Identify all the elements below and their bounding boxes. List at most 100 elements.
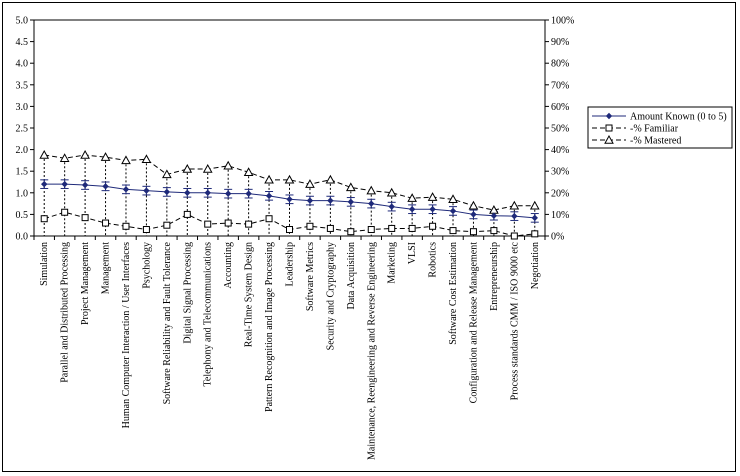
point-mastered xyxy=(529,200,540,210)
point-familiar xyxy=(429,222,437,230)
y-right-tick-label: 70% xyxy=(551,80,569,91)
legend: Amount Known (0 to 5)-% Familiar-% Maste… xyxy=(587,106,733,149)
point-amount-known xyxy=(163,188,171,196)
legend-label: -% Familiar xyxy=(630,124,679,135)
category-label: Negotiation xyxy=(530,242,541,289)
category-label: Management xyxy=(101,242,112,294)
y-left-tick-label: 1.5 xyxy=(16,167,29,178)
point-mastered xyxy=(509,200,520,210)
point-familiar xyxy=(449,227,457,235)
point-familiar xyxy=(204,220,212,228)
category-label: Entrepreneurship xyxy=(489,242,500,311)
y-right-tick-label: 80% xyxy=(551,59,569,70)
y-left-tick-label: 3.5 xyxy=(16,80,29,91)
category-label: Software Metrics xyxy=(305,242,316,311)
category-labels-layer: Simulation Parallel and Distributed Proce… xyxy=(39,241,541,460)
point-amount-known xyxy=(81,181,89,189)
point-amount-known xyxy=(408,206,416,213)
point-amount-known xyxy=(245,190,252,197)
point-amount-known xyxy=(368,200,375,207)
category-label: Data Acquisition xyxy=(346,242,357,310)
point-mastered xyxy=(202,164,213,173)
y-left-tick-label: 2.5 xyxy=(16,124,29,135)
point-familiar xyxy=(306,222,314,230)
category-label: VLSI xyxy=(407,242,418,264)
point-familiar xyxy=(122,222,130,230)
y-left-tick-label: 5.0 xyxy=(16,16,29,27)
point-mastered xyxy=(80,149,90,159)
point-familiar xyxy=(286,226,293,234)
point-familiar xyxy=(245,220,253,228)
series-layer xyxy=(39,149,540,240)
y-left-tick-label: 0.0 xyxy=(16,232,29,243)
point-amount-known xyxy=(388,203,395,210)
y-right-tick-label: 50% xyxy=(551,124,569,135)
point-mastered xyxy=(284,174,295,184)
category-label: Security and Cryptography xyxy=(325,242,336,350)
legend-label: -% Mastered xyxy=(630,136,681,147)
legend-marker-diamond xyxy=(605,112,613,120)
point-amount-known xyxy=(102,183,109,190)
y-left-tick-label: 2.0 xyxy=(16,145,29,156)
y-right-tick-label: 60% xyxy=(551,102,569,113)
y-right-tick-label: 30% xyxy=(551,167,569,178)
point-mastered xyxy=(243,167,254,176)
point-mastered xyxy=(182,164,193,173)
category-label: Robotics xyxy=(428,242,439,278)
category-label: Telephony and Telecommunications xyxy=(203,242,214,387)
category-label: Configuration and Release Management xyxy=(468,242,479,404)
point-mastered xyxy=(366,185,377,195)
point-amount-known xyxy=(224,190,232,197)
category-label: Psychology xyxy=(141,242,152,289)
category-label: Simulation xyxy=(39,242,50,286)
y-right-tick-label: 20% xyxy=(551,188,569,199)
y-left-tick-label: 1.0 xyxy=(16,188,29,199)
point-amount-known xyxy=(306,197,314,204)
point-amount-known xyxy=(143,187,150,194)
point-mastered xyxy=(427,192,438,201)
y-left-tick-label: 4.5 xyxy=(16,37,29,48)
point-amount-known xyxy=(122,186,130,193)
point-familiar xyxy=(61,208,69,216)
point-familiar xyxy=(81,214,89,222)
point-familiar xyxy=(326,224,334,232)
category-label: Project Management xyxy=(80,242,91,325)
y-right-tick-label: 90% xyxy=(551,37,569,48)
category-label: Real-Time System Design xyxy=(244,242,255,347)
point-familiar xyxy=(510,232,518,240)
category-label: Human Computer Interaction / User Interf… xyxy=(121,242,132,428)
tick-labels-layer: 0.0 0.5 1.0 1.5 2.0 2.5 3.0 3.5 4.0 4.5 5.0 0% 10% 20… xyxy=(16,16,575,243)
category-label: Software Cost Estimation xyxy=(448,242,459,345)
point-familiar xyxy=(163,221,171,229)
point-mastered xyxy=(100,152,111,161)
category-label: Digital Signal Processing xyxy=(182,242,193,344)
point-amount-known xyxy=(449,207,457,215)
category-label: Accounting xyxy=(223,242,234,289)
point-amount-known xyxy=(347,198,355,206)
y-right-tick-label: 10% xyxy=(551,210,569,221)
point-familiar xyxy=(408,224,416,232)
point-familiar xyxy=(40,215,48,223)
point-mastered xyxy=(121,155,131,165)
point-mastered xyxy=(223,160,234,170)
legend-label: Amount Known (0 to 5) xyxy=(630,112,727,123)
point-familiar xyxy=(347,228,355,236)
point-amount-known xyxy=(265,192,273,200)
point-amount-known xyxy=(470,211,477,218)
point-amount-known xyxy=(184,189,191,197)
category-label: Maintenance, Reengineering and Reverse E… xyxy=(366,242,377,460)
point-mastered xyxy=(325,174,336,184)
point-amount-known xyxy=(204,189,211,197)
point-familiar xyxy=(490,227,498,235)
point-familiar xyxy=(388,224,396,232)
point-mastered xyxy=(39,149,50,159)
point-amount-known xyxy=(531,214,538,222)
point-familiar xyxy=(265,215,273,223)
point-amount-known xyxy=(511,212,518,220)
point-familiar xyxy=(183,210,191,218)
y-left-tick-label: 4.0 xyxy=(16,59,29,70)
point-familiar xyxy=(469,228,477,236)
point-mastered xyxy=(305,179,315,188)
y-left-tick-label: 3.0 xyxy=(16,102,29,113)
y-right-tick-label: 0% xyxy=(551,232,564,243)
